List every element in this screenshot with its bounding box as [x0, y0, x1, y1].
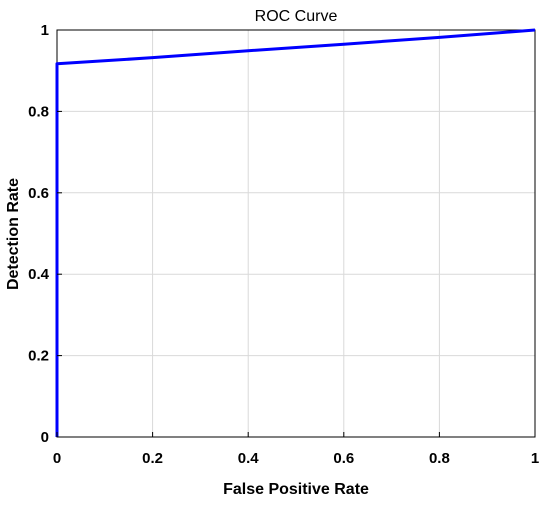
x-tick-label: 0.4: [238, 450, 260, 467]
x-tick-label: 1: [531, 450, 539, 467]
x-axis-label: False Positive Rate: [223, 481, 369, 498]
x-axis-ticks: 0 0.2 0.4 0.6 0.8 1: [53, 432, 539, 467]
y-tick-label: 0: [41, 429, 49, 446]
plot-frame: [56, 29, 536, 438]
y-tick-label: 0.8: [28, 103, 49, 120]
x-tick-label: 0.8: [429, 450, 450, 467]
x-tick-label: 0.6: [333, 450, 354, 467]
y-tick-label: 1: [41, 22, 49, 39]
y-tick-label: 0.6: [28, 185, 49, 202]
grid: [56, 29, 536, 438]
series-layer: [55, 28, 536, 437]
x-tick-label: 0.2: [142, 450, 163, 467]
chart-title: ROC Curve: [255, 8, 338, 25]
y-tick-label: 0.2: [28, 348, 49, 365]
x-tick-label: 0: [53, 450, 61, 467]
roc-series-line: [55, 28, 536, 437]
y-axis-label: Detection Rate: [5, 178, 22, 290]
y-axis-ticks: 0 0.2 0.4 0.6 0.8 1: [28, 22, 62, 446]
y-tick-label: 0.4: [28, 266, 50, 283]
